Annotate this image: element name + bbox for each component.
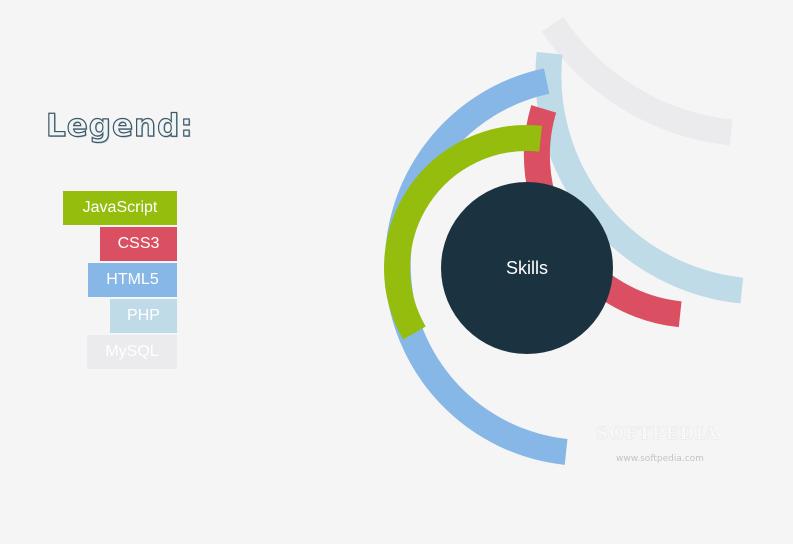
- legend-list: JavaScript CSS3 HTML5 PHP MySQL: [63, 191, 177, 371]
- legend-item-javascript: JavaScript: [63, 191, 177, 225]
- chart-rings: [384, 17, 744, 465]
- ring-php: [535, 51, 744, 304]
- legend-item-html5: HTML5: [88, 263, 177, 297]
- watermark-brand: SOFTPEDIA: [596, 424, 719, 444]
- legend-title: Legend:: [45, 107, 194, 144]
- watermark-url: www.softpedia.com: [616, 454, 704, 464]
- legend-item-php: PHP: [110, 299, 177, 333]
- legend-item-css3: CSS3: [100, 227, 177, 261]
- ring-mysql: [541, 17, 733, 146]
- ring-javascript: [384, 125, 542, 340]
- center-label: Skills: [506, 258, 548, 278]
- center-circle: [441, 182, 613, 354]
- legend-item-mysql: MySQL: [87, 335, 177, 369]
